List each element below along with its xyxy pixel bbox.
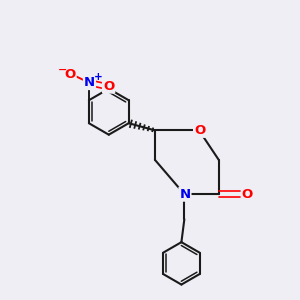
Text: N: N <box>179 188 191 201</box>
Text: O: O <box>242 188 253 201</box>
Text: O: O <box>194 124 205 137</box>
Text: O: O <box>103 80 114 93</box>
Text: O: O <box>64 68 76 81</box>
Text: +: + <box>94 72 103 82</box>
Text: −: − <box>58 65 67 75</box>
Text: N: N <box>84 76 95 89</box>
